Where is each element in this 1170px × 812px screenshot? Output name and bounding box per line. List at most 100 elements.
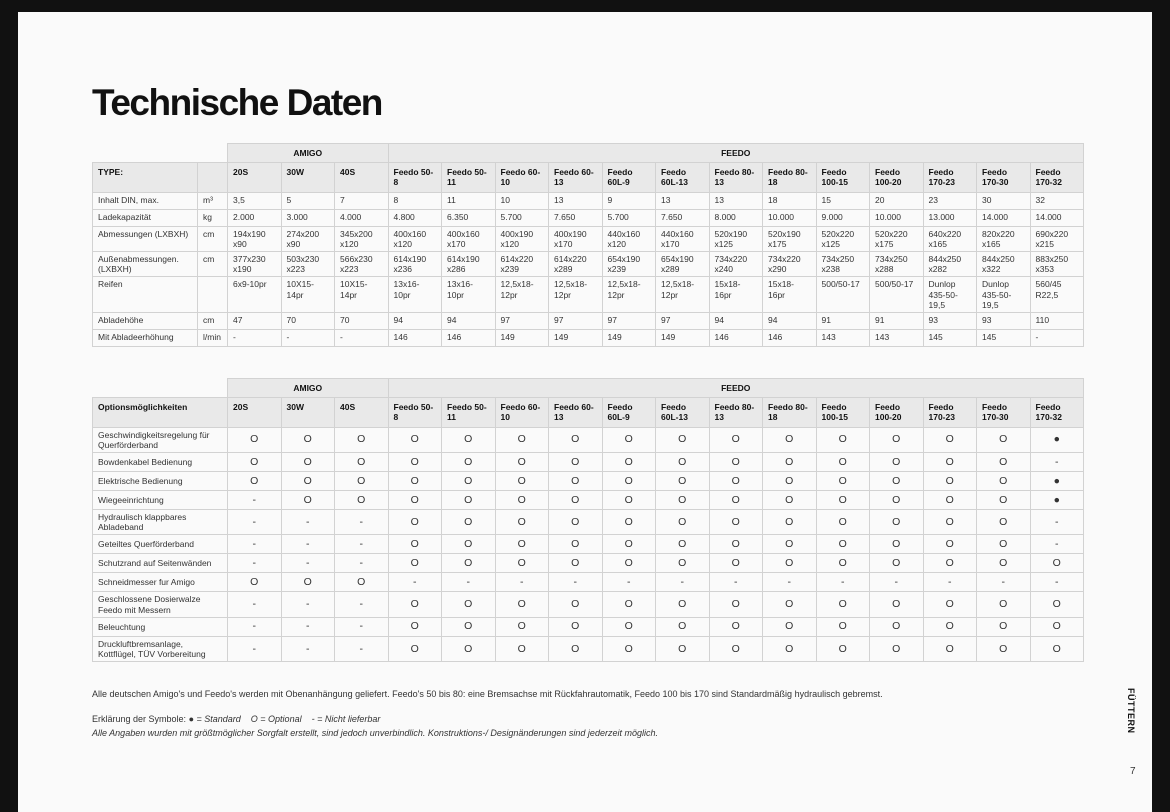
value-cell: 844x250 x322 <box>976 250 1031 278</box>
value-cell: - <box>655 572 710 593</box>
value-cell: 143 <box>869 328 924 347</box>
value-cell: 97 <box>494 311 549 330</box>
value-cell: 566x230 x223 <box>334 250 389 278</box>
value-cell: O <box>869 591 924 618</box>
value-cell: 146 <box>441 328 496 347</box>
table-row: Reifen 6x9-10pr 10X15-14pr 10X15-14pr 13x16-… <box>92 276 1084 313</box>
value-cell: O <box>494 426 549 453</box>
value-cell: O <box>708 508 763 536</box>
value-cell: 400x160 x170 <box>441 225 496 252</box>
page-number: 7 <box>1130 766 1136 777</box>
value-cell: O <box>441 508 496 536</box>
legend-item: O = Optional <box>250 714 302 724</box>
group-header: AMIGO <box>227 142 389 164</box>
value-cell: O <box>387 635 442 663</box>
value-cell: O <box>815 591 870 618</box>
value-cell: - <box>280 616 335 637</box>
value-cell: O <box>708 426 763 453</box>
value-cell: O <box>655 616 710 637</box>
value-cell: O <box>922 451 977 472</box>
row-label: Schutzrand auf Seitenwänden <box>92 553 228 574</box>
model-header: Feedo 80-13 <box>708 162 763 193</box>
table-row: Außenabmessungen. (LXBXH) cm 377x230 x190 5… <box>92 250 1084 278</box>
value-cell: 345x200 x120 <box>334 225 389 252</box>
value-cell: O <box>922 508 977 536</box>
value-cell: O <box>815 635 870 663</box>
value-cell: O <box>762 508 817 536</box>
table-row: Elektrische Bedienung O O O O O O O O O O O O O O O ● <box>92 470 1084 491</box>
row-label: Druckluftbremsanlage, Kottflügel, TÜV Vo… <box>92 635 228 663</box>
value-cell: 149 <box>601 328 656 347</box>
value-cell: 93 <box>976 311 1031 330</box>
value-cell: O <box>869 426 924 453</box>
value-cell: O <box>441 534 496 555</box>
value-cell: O <box>601 616 656 637</box>
value-cell: O <box>601 426 656 453</box>
value-cell: ● <box>1029 426 1084 453</box>
value-cell: 520x190 x175 <box>762 225 817 252</box>
value-cell: O <box>976 534 1031 555</box>
row-header: TYPE: <box>92 162 198 193</box>
value-cell: 18 <box>762 191 817 210</box>
value-cell: O <box>494 553 549 574</box>
model-header: Feedo 60-10 <box>494 397 549 428</box>
value-cell: O <box>494 591 549 618</box>
table-row: Beleuchtung - - - O O O O O O O O O O O O O <box>92 616 1084 637</box>
group-header: FEEDO <box>387 377 1084 399</box>
value-cell: 3,5 <box>227 191 282 210</box>
value-cell: 10.000 <box>869 208 924 227</box>
value-cell: 400x160 x120 <box>387 225 442 252</box>
value-cell: 146 <box>387 328 442 347</box>
value-cell: 15 <box>815 191 870 210</box>
value-cell: - <box>1029 508 1084 536</box>
value-cell: O <box>601 470 656 491</box>
model-header: Feedo 170-32 <box>1029 397 1084 428</box>
value-cell: 654x190 x289 <box>655 250 710 278</box>
value-cell: O <box>976 470 1031 491</box>
value-cell: 91 <box>869 311 924 330</box>
value-cell: O <box>601 591 656 618</box>
value-cell: O <box>548 553 603 574</box>
table-row: Ladekapazität kg 2.000 3.000 4.000 4.800 6.350… <box>92 208 1084 227</box>
value-cell: - <box>387 572 442 593</box>
table-row: Schutzrand auf Seitenwänden - - - O O O O O O O O O O… <box>92 553 1084 574</box>
value-cell: O <box>708 534 763 555</box>
value-cell: 6x9-10pr <box>227 276 282 313</box>
value-cell: O <box>762 451 817 472</box>
value-cell: 32 <box>1029 191 1084 210</box>
value-cell: O <box>548 591 603 618</box>
value-cell: O <box>601 553 656 574</box>
legend-item: - = Nicht lieferbar <box>311 714 381 724</box>
row-label: Reifen <box>92 276 198 313</box>
value-cell: O <box>601 534 656 555</box>
value-cell: 560/45 R22,5 <box>1029 276 1084 313</box>
value-cell: ● <box>1029 489 1084 510</box>
value-cell: 12,5x18- 12pr <box>655 276 710 313</box>
value-cell: 70 <box>334 311 389 330</box>
value-cell: 110 <box>1029 311 1084 330</box>
value-cell: 145 <box>922 328 977 347</box>
options-table: AMIGO FEEDO Optionsmöglichkeiten 20S 30W 40S F… <box>92 377 1084 663</box>
model-header: 20S <box>227 162 282 193</box>
value-cell: O <box>601 508 656 536</box>
value-cell: - <box>762 572 817 593</box>
model-header: 20S <box>227 397 282 428</box>
row-label: Elektrische Bedienung <box>92 470 228 491</box>
model-header: Feedo 80-13 <box>708 397 763 428</box>
value-cell: O <box>1029 635 1084 663</box>
value-cell: 820x220 x165 <box>976 225 1031 252</box>
value-cell: 94 <box>762 311 817 330</box>
model-header: Feedo 170-32 <box>1029 162 1084 193</box>
model-header: Feedo 100-15 <box>815 397 870 428</box>
value-cell: 149 <box>655 328 710 347</box>
value-cell: O <box>708 489 763 510</box>
value-cell: O <box>441 426 496 453</box>
value-cell: 14.000 <box>1029 208 1084 227</box>
value-cell: - <box>280 553 335 574</box>
value-cell: 94 <box>708 311 763 330</box>
value-cell: O <box>762 635 817 663</box>
value-cell: 734x220 x290 <box>762 250 817 278</box>
value-cell: O <box>655 534 710 555</box>
value-cell: 440x160 x120 <box>601 225 656 252</box>
value-cell: 146 <box>762 328 817 347</box>
